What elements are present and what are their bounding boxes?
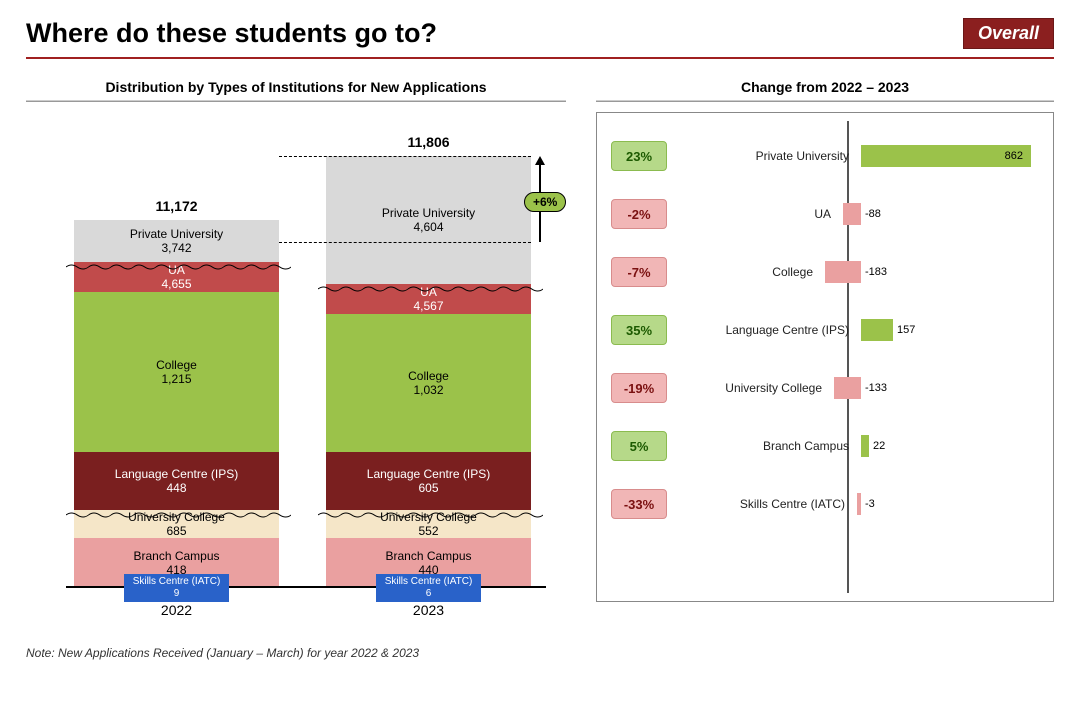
- panels: Distribution by Types of Institutions fo…: [26, 79, 1054, 632]
- segment-value: 1,215: [161, 372, 191, 386]
- skills-2022-value: 9: [130, 588, 223, 600]
- pct-badge: -7%: [611, 257, 667, 287]
- growth-pill: +6%: [524, 192, 566, 212]
- segment-label: Language Centre (IPS): [367, 467, 490, 481]
- segment-value: 1,032: [413, 383, 443, 397]
- change-value: -133: [865, 382, 887, 394]
- panel-distribution: Distribution by Types of Institutions fo…: [26, 79, 566, 632]
- change-row: -33% Skills Centre (IATC) -3: [611, 475, 1039, 533]
- stack-segment: UA4,655: [74, 262, 279, 292]
- header-rule: [26, 57, 1054, 59]
- page-title: Where do these students go to?: [26, 18, 437, 49]
- segment-label: University College: [380, 510, 477, 524]
- segment-value: 685: [166, 524, 186, 538]
- skills-2023: Skills Centre (IATC) 6: [376, 574, 481, 602]
- segment-value: 552: [418, 524, 438, 538]
- stack-2022: 11,172 Private University3,742UA4,655Col…: [74, 220, 279, 588]
- stack-segment: UA4,567: [326, 284, 531, 314]
- right-rule: [596, 101, 1054, 102]
- change-bar: -3: [857, 493, 861, 515]
- segment-label: UA: [420, 285, 437, 299]
- pct-badge: 23%: [611, 141, 667, 171]
- stack-2023: 11,806 Private University4,604UA4,567Col…: [326, 156, 531, 588]
- pct-badge: 5%: [611, 431, 667, 461]
- change-value: 22: [873, 440, 885, 452]
- change-row: -2% UA -88: [611, 185, 1039, 243]
- right-subtitle: Change from 2022 – 2023: [596, 79, 1054, 101]
- segment-label: College: [408, 369, 449, 383]
- segment-label: Private University: [382, 206, 475, 220]
- pct-badge: 35%: [611, 315, 667, 345]
- stacked-chart: 11,172 Private University3,742UA4,655Col…: [26, 112, 566, 632]
- change-label: Language Centre (IPS): [726, 323, 849, 337]
- change-bar: 862: [861, 145, 1031, 167]
- change-bar: 157: [861, 319, 893, 341]
- change-label: University College: [725, 381, 822, 395]
- change-value: -88: [865, 208, 881, 220]
- change-value: -3: [865, 498, 875, 510]
- pct-badge: -2%: [611, 199, 667, 229]
- pct-badge: -19%: [611, 373, 667, 403]
- header: Where do these students go to? Overall: [26, 18, 1054, 49]
- segment-label: UA: [168, 263, 185, 277]
- arrow-up-icon: [535, 156, 545, 165]
- stack-segment: Private University3,742: [74, 220, 279, 262]
- segment-value: 4,604: [413, 220, 443, 234]
- segment-value: 4,567: [413, 299, 443, 313]
- stack-segment: Language Centre (IPS)448: [74, 452, 279, 510]
- change-row: -7% College -183: [611, 243, 1039, 301]
- change-value: -183: [865, 266, 887, 278]
- segment-label: Language Centre (IPS): [115, 467, 238, 481]
- change-row: -19% University College -133: [611, 359, 1039, 417]
- segment-value: 3,742: [161, 241, 191, 255]
- segment-value: 448: [166, 481, 186, 495]
- left-rule: [26, 101, 566, 102]
- overall-badge: Overall: [963, 18, 1054, 49]
- stack-segment: Language Centre (IPS)605: [326, 452, 531, 510]
- change-label: UA: [814, 207, 831, 221]
- year-label-2022: 2022: [74, 602, 279, 618]
- stack-segment: University College685: [74, 510, 279, 538]
- change-label: Branch Campus: [763, 439, 849, 453]
- stack-segment: University College552: [326, 510, 531, 538]
- panel-change: Change from 2022 – 2023 23% Private Unive…: [596, 79, 1054, 632]
- pct-badge: -33%: [611, 489, 667, 519]
- skills-2022: Skills Centre (IATC) 9: [124, 574, 229, 602]
- segment-value: 605: [418, 481, 438, 495]
- change-bar: -133: [834, 377, 861, 399]
- stack-segment: Private University4,604: [326, 156, 531, 284]
- year-label-2023: 2023: [326, 602, 531, 618]
- skills-2023-value: 6: [382, 588, 475, 600]
- dashed-top: [279, 156, 531, 157]
- total-2022: 11,172: [74, 198, 279, 214]
- left-subtitle: Distribution by Types of Institutions fo…: [26, 79, 566, 101]
- segment-label: College: [156, 358, 197, 372]
- segment-value: 4,655: [161, 277, 191, 291]
- skills-2023-label: Skills Centre (IATC): [382, 576, 475, 588]
- skills-2022-label: Skills Centre (IATC): [130, 576, 223, 588]
- change-label: Private University: [756, 149, 849, 163]
- change-label: College: [772, 265, 813, 279]
- change-row: 5% Branch Campus 22: [611, 417, 1039, 475]
- segment-label: Branch Campus: [133, 549, 219, 563]
- change-row: 23% Private University 862: [611, 127, 1039, 185]
- total-2023: 11,806: [326, 134, 531, 150]
- segment-label: Private University: [130, 227, 223, 241]
- change-value: 862: [1005, 150, 1023, 162]
- change-bar: 22: [861, 435, 869, 457]
- change-bar: -88: [843, 203, 861, 225]
- footnote: Note: New Applications Received (January…: [26, 646, 1054, 660]
- change-row: 35% Language Centre (IPS) 157: [611, 301, 1039, 359]
- stack-segment: College1,032: [326, 314, 531, 452]
- stack-segment: College1,215: [74, 292, 279, 452]
- dashed-bottom: [279, 242, 531, 243]
- segment-label: Branch Campus: [385, 549, 471, 563]
- change-value: 157: [897, 324, 915, 336]
- change-bar: -183: [825, 261, 861, 283]
- change-chart: 23% Private University 862 -2% UA -88 -7% Colle…: [596, 112, 1054, 602]
- segment-label: University College: [128, 510, 225, 524]
- change-label: Skills Centre (IATC): [740, 497, 845, 511]
